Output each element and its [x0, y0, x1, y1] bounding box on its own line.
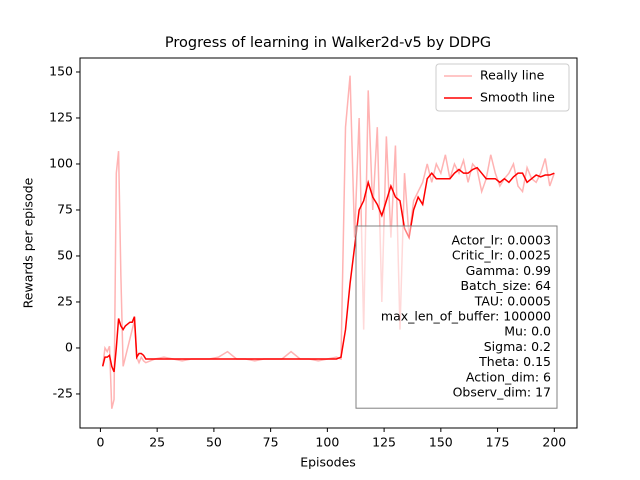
x-tick-label: 150 — [429, 435, 453, 450]
plot-frame — [79, 57, 578, 429]
annotation-text: Batch_size: 64 — [460, 278, 551, 293]
x-axis-label: Episodes — [300, 455, 356, 470]
y-tick-label: 100 — [49, 155, 73, 170]
y-tick-label: 50 — [57, 247, 73, 262]
y-tick-label: -25 — [53, 385, 73, 400]
y-axis-label: Rewards per episode — [21, 177, 36, 308]
data-line — [101, 166, 555, 373]
y-tick-label: 150 — [49, 63, 73, 78]
annotation-text: Sigma: 0.2 — [484, 339, 551, 354]
y-tick-label: 125 — [49, 109, 73, 124]
annotation-text: TAU: 0.0005 — [474, 293, 551, 308]
annotation-text: Theta: 0.15 — [478, 354, 551, 369]
annotation-text: Observ_dim: 17 — [453, 385, 551, 400]
annotation-text: Mu: 0.0 — [504, 324, 551, 339]
annotation-text: Actor_lr: 0.0003 — [452, 233, 551, 248]
y-tick-label: 75 — [57, 201, 73, 216]
annotation-text: max_len_of_buffer: 100000 — [381, 309, 551, 324]
annotation-text: Critic_lr: 0.0025 — [452, 248, 551, 263]
x-tick-label: 75 — [263, 435, 279, 450]
x-tick-label: 100 — [315, 435, 339, 450]
x-tick-label: 25 — [149, 435, 165, 450]
legend-label: Really line — [480, 68, 545, 83]
annotation-box — [355, 225, 558, 409]
legend-label: Smooth line — [480, 90, 555, 105]
x-tick-label: 175 — [486, 435, 510, 450]
x-tick-label: 50 — [206, 435, 222, 450]
y-tick-label: 25 — [57, 293, 73, 308]
y-tick-label: 0 — [65, 339, 73, 354]
x-tick-label: 200 — [542, 435, 566, 450]
annotation-text: Action_dim: 6 — [466, 369, 551, 384]
chart-title: Progress of learning in Walker2d-v5 by D… — [165, 35, 491, 51]
plot-area — [101, 75, 556, 409]
annotation-text: Gamma: 0.99 — [466, 263, 551, 278]
x-tick-label: 125 — [372, 435, 396, 450]
x-tick-label: 0 — [96, 435, 104, 450]
